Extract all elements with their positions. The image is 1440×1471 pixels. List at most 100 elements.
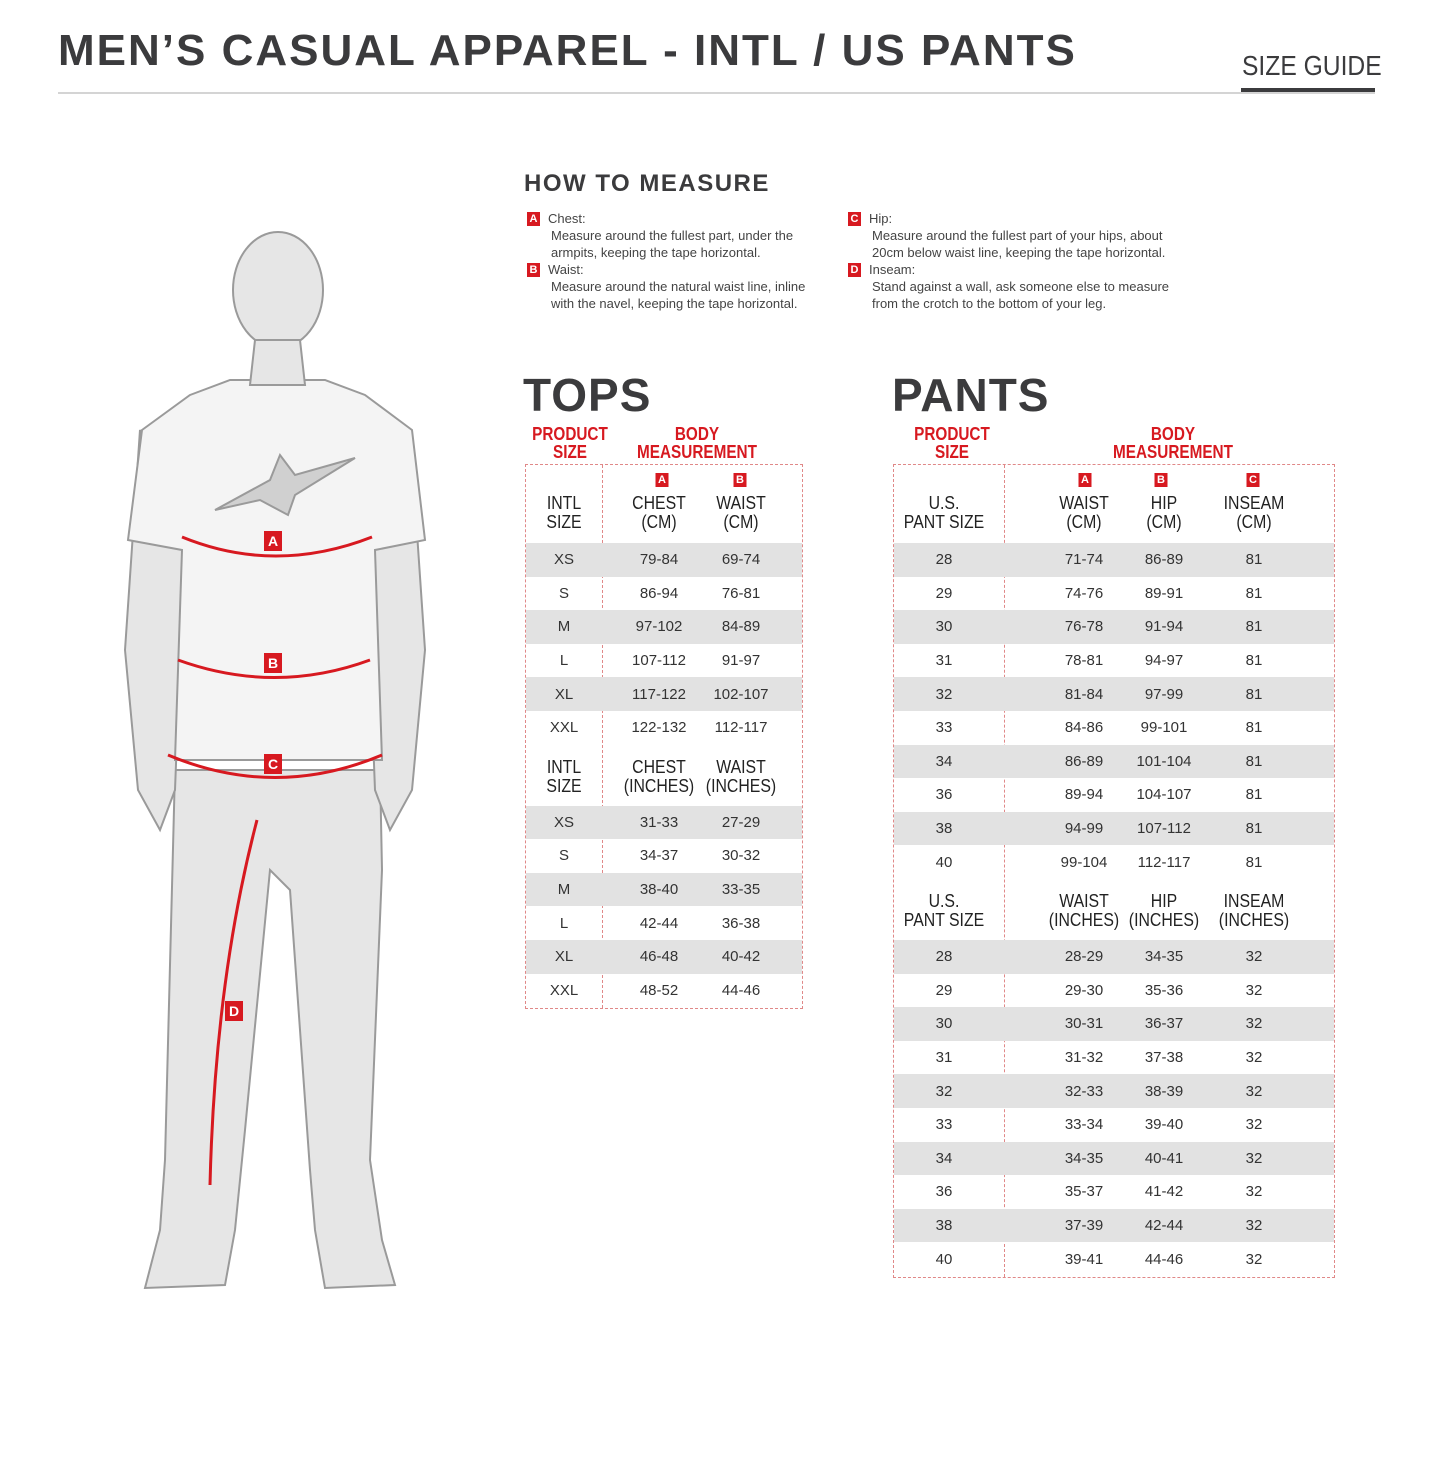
- pants-cell: 33: [935, 719, 953, 737]
- marker-b: B: [268, 655, 278, 671]
- table-row: 36 89-94 104-107 81: [894, 778, 1334, 812]
- pants-cell: 32: [1245, 948, 1263, 966]
- tops-column-header: WAIST (CM): [716, 493, 766, 532]
- pants-cell: 34: [935, 1149, 953, 1167]
- tops-header-inches: INTL SIZE CHEST (INCHES) WAIST (INCHES): [526, 745, 802, 806]
- pants-cell: 94-99: [1064, 820, 1104, 838]
- pants-badge-c: C: [1246, 473, 1260, 487]
- pants-cell: 112-117: [1137, 853, 1191, 871]
- figure-head: [232, 231, 324, 349]
- tops-cell: L: [559, 914, 569, 932]
- figure-legs: [143, 769, 397, 1290]
- pants-cell: 32: [1245, 1015, 1263, 1033]
- tops-cell: XXL: [549, 719, 579, 737]
- pants-cell: 36: [935, 786, 953, 804]
- pants-cell: 30-31: [1064, 1015, 1104, 1033]
- hip-label: Hip:: [869, 211, 893, 226]
- pants-cell: 29-30: [1064, 981, 1104, 999]
- pants-column-header: INSEAM (INCHES): [1218, 891, 1290, 930]
- tops-cell: 69-74: [721, 551, 761, 569]
- pants-column-header: HIP (INCHES): [1128, 891, 1200, 930]
- pants-cell: 28-29: [1064, 948, 1104, 966]
- hip-text: Measure around the fullest part of your …: [872, 228, 1166, 260]
- tops-cell: 122-132: [631, 719, 687, 737]
- pants-cell: 74-76: [1064, 584, 1104, 602]
- chest-label: Chest:: [548, 211, 586, 226]
- tops-cell: XS: [553, 551, 575, 569]
- pants-cell: 32: [935, 1082, 953, 1100]
- pants-cell: 101-104: [1136, 752, 1192, 770]
- table-row: S 34-37 30-32: [526, 839, 802, 873]
- pants-cell: 31-32: [1064, 1049, 1104, 1067]
- tops-cell: XL: [554, 948, 574, 966]
- tops-cell: 40-42: [721, 948, 761, 966]
- pants-column-header: WAIST (CM): [1059, 493, 1109, 532]
- pants-product-size-heading: PRODUCT SIZE: [914, 424, 990, 462]
- tops-cell: M: [557, 618, 571, 636]
- size-guide-underline: [1241, 88, 1375, 92]
- table-row: 40 39-41 44-46 32: [894, 1242, 1334, 1276]
- table-row: 40 99-104 112-117 81: [894, 845, 1334, 879]
- pants-cell: 107-112: [1137, 820, 1191, 838]
- tops-product-size-heading: PRODUCT SIZE: [532, 424, 608, 462]
- table-row: XXL 48-52 44-46: [526, 974, 802, 1008]
- pants-cell: 86-89: [1064, 752, 1104, 770]
- pants-cell: 81: [1245, 584, 1263, 602]
- pants-cell: 81-84: [1064, 685, 1104, 703]
- table-row: 28 71-74 86-89 81: [894, 543, 1334, 577]
- table-row: XL 117-122 102-107: [526, 677, 802, 711]
- tops-title: TOPS: [523, 369, 652, 421]
- pants-header-cm: A B C U.S. PANT SIZE WAIST (CM) HIP (CM) INSEA…: [894, 465, 1334, 543]
- pants-cell: 32: [1245, 1183, 1263, 1201]
- pants-cell: 30: [935, 618, 953, 636]
- table-row: 38 37-39 42-44 32: [894, 1208, 1334, 1243]
- waist-measure-line: [177, 658, 371, 679]
- tops-cell: 84-89: [721, 618, 761, 636]
- hip-measure-line: [167, 753, 383, 779]
- tops-cell: 38-40: [639, 881, 679, 899]
- tops-column-header: CHEST (CM): [632, 493, 686, 532]
- pants-cell: 28: [935, 551, 953, 569]
- tops-cell: 33-35: [721, 881, 761, 899]
- table-row: 36 35-37 41-42 32: [894, 1175, 1334, 1209]
- pants-cell: 38: [935, 1217, 953, 1235]
- tops-cell: 102-107: [713, 685, 769, 703]
- pants-column-header: U.S. PANT SIZE: [903, 493, 985, 532]
- waist-text: Measure around the natural waist line, i…: [551, 279, 806, 311]
- pants-badge-b: B: [1154, 473, 1168, 487]
- tops-cell: S: [558, 584, 570, 602]
- pants-column-header: WAIST (INCHES): [1048, 891, 1120, 930]
- figure-neck: [248, 339, 307, 386]
- table-row: 31 31-32 37-38 32: [894, 1041, 1334, 1075]
- tops-cell: 30-32: [721, 847, 761, 865]
- tops-cell: 76-81: [721, 584, 761, 602]
- pants-cell: 42-44: [1144, 1217, 1184, 1235]
- tops-cell: 44-46: [721, 981, 761, 999]
- pants-cell: 81: [1245, 685, 1263, 703]
- pants-cell: 33: [935, 1116, 953, 1134]
- marker-d: D: [229, 1003, 239, 1019]
- tops-cell: 36-38: [721, 914, 761, 932]
- logo-star-icon: [214, 452, 356, 517]
- pants-cell: 39-40: [1144, 1116, 1184, 1134]
- pants-cell: 33-34: [1064, 1116, 1104, 1134]
- tops-cell: 46-48: [639, 948, 679, 966]
- pants-header-inches: U.S. PANT SIZE WAIST (INCHES) HIP (INCHES)…: [894, 879, 1334, 940]
- pants-cell: 81: [1245, 820, 1263, 838]
- tops-cell: 97-102: [635, 618, 683, 636]
- tops-cell: S: [558, 847, 570, 865]
- table-row: XL 46-48 40-42: [526, 940, 802, 974]
- pants-cell: 91-94: [1144, 618, 1184, 636]
- pants-cell: 34-35: [1064, 1149, 1104, 1167]
- table-row: M 38-40 33-35: [526, 872, 802, 907]
- badge-a: A: [527, 211, 540, 226]
- pants-cell: 29: [935, 981, 953, 999]
- pants-cell: 99-104: [1060, 853, 1108, 871]
- pants-cell: 71-74: [1064, 551, 1104, 569]
- tops-badge-b: B: [733, 473, 747, 487]
- tops-table: A B INTL SIZE CHEST (CM) WAIST (CM) XS 79-84 69…: [525, 464, 803, 1009]
- inseam-text: Stand against a wall, ask someone else t…: [872, 279, 1170, 311]
- tops-cell: L: [559, 652, 569, 670]
- pants-column-header: INSEAM (CM): [1223, 493, 1285, 532]
- pants-cell: 31: [935, 1049, 953, 1067]
